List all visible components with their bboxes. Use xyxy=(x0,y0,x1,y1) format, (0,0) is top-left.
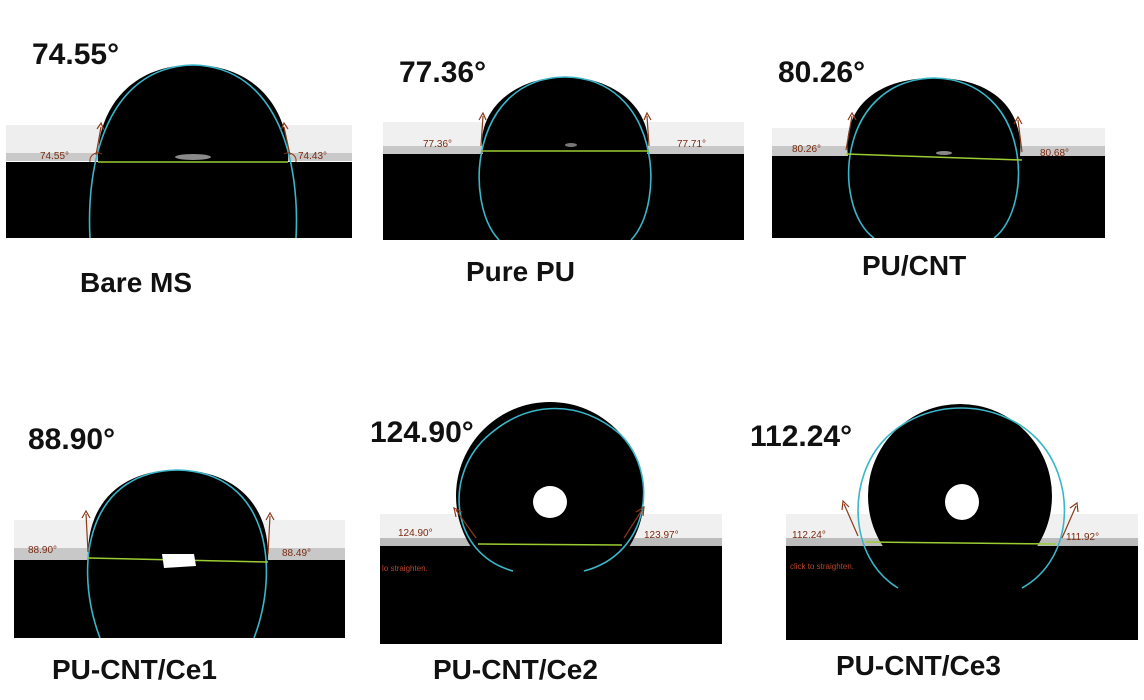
left-angle-label: 112.24° xyxy=(792,530,826,541)
baseline xyxy=(845,153,1023,161)
sample-caption-pu-cnt-ce1: PU-CNT/Ce1 xyxy=(52,654,217,685)
reflection xyxy=(162,554,196,568)
tangent-arrow-left xyxy=(85,513,89,553)
droplet-image xyxy=(380,364,722,644)
right-angle-label: 74.43° xyxy=(298,151,328,162)
droplet xyxy=(87,470,269,560)
reflection xyxy=(565,143,577,147)
fit-curve xyxy=(458,407,645,572)
baseline xyxy=(865,541,1057,545)
reflection xyxy=(533,486,567,518)
contact-angle-value: 88.90° xyxy=(28,423,116,456)
substrate-surface xyxy=(14,560,345,638)
reflection xyxy=(936,151,952,155)
substrate-surface xyxy=(6,162,352,238)
right-angle-label: 111.92° xyxy=(1066,532,1100,543)
fit-curve xyxy=(848,77,1020,238)
droplet-photo-pu-cnt-ce1: 88.90° 88.49° 88.90° xyxy=(14,423,345,638)
tangent-arrow-right xyxy=(646,115,650,147)
tangent-arrow-left xyxy=(843,503,859,537)
sample-caption-pu-cnt-ce2: PU-CNT/Ce2 xyxy=(433,654,598,685)
droplet-image xyxy=(6,5,352,238)
left-angle-label: 77.36° xyxy=(423,139,453,150)
tangent-arrow-right xyxy=(1017,119,1023,153)
reflection xyxy=(945,484,979,520)
tangent-arrow-left xyxy=(480,115,484,147)
baseline xyxy=(477,543,623,546)
droplet-photo-bare-ms: 74.55° 74.43° 74.55° xyxy=(6,5,352,238)
left-angle-label: 80.26° xyxy=(792,144,822,155)
right-angle-label: 77.71° xyxy=(677,139,707,150)
droplet xyxy=(481,77,649,154)
tangent-arrow-right xyxy=(623,509,643,539)
left-angle-label: 88.90° xyxy=(28,545,58,556)
sample-caption-pu-cnt: PU/CNT xyxy=(862,250,967,281)
droplet-photo-pu-cnt: 80.26° 80.68° 80.26° xyxy=(772,28,1105,238)
fit-curve xyxy=(857,407,1066,589)
sample-caption-pu-cnt-ce3: PU-CNT/Ce3 xyxy=(836,650,1001,681)
tangent-arrow-left xyxy=(845,115,853,151)
droplet-image xyxy=(786,378,1138,640)
software-hint-text: lo straighten. xyxy=(382,564,428,573)
droplet-image xyxy=(383,42,744,240)
sample-caption-bare-ms: Bare MS xyxy=(80,267,193,298)
fit-curve xyxy=(86,469,268,638)
right-angle-label: 80.68° xyxy=(1040,148,1070,159)
tangent-arrow-right xyxy=(267,515,271,555)
droplet-photo-pu-cnt-ce2: 124.90° 123.97° lo straighten. 124.90° xyxy=(370,364,722,644)
fit-curve xyxy=(88,64,298,238)
contact-angle-value: 74.55° xyxy=(32,38,120,71)
droplet xyxy=(847,78,1021,156)
droplet-photo-pure-pu: 77.36° 77.71° 77.36° xyxy=(383,42,744,240)
droplet-photo-pu-cnt-ce3: 112.24° 111.92° click to straighten. 112… xyxy=(750,378,1138,640)
contact-angle-value: 124.90° xyxy=(370,416,474,449)
right-angle-label: 88.49° xyxy=(282,548,312,559)
left-angle-label: 124.90° xyxy=(398,528,433,539)
tangent-arrow-left xyxy=(95,126,102,156)
software-hint-text: click to straighten. xyxy=(790,562,855,571)
substrate-surface xyxy=(772,156,1105,238)
fit-curve xyxy=(478,76,652,240)
tangent-arrow-left xyxy=(455,509,477,539)
right-angle-label: 123.97° xyxy=(644,530,679,541)
left-angle-label: 74.55° xyxy=(40,151,70,162)
droplet-image xyxy=(14,430,345,638)
tangent-arrow-right xyxy=(1061,505,1077,539)
contact-angle-value: 80.26° xyxy=(778,56,866,89)
reflection xyxy=(175,154,211,160)
sample-caption-pure-pu: Pure PU xyxy=(466,256,575,287)
droplet-image xyxy=(772,28,1105,238)
substrate-surface xyxy=(383,154,744,240)
tangent-arrow-right xyxy=(283,126,291,156)
contact-angle-value: 77.36° xyxy=(399,56,487,89)
contact-angle-value: 112.24° xyxy=(750,420,853,453)
droplet xyxy=(97,65,289,162)
